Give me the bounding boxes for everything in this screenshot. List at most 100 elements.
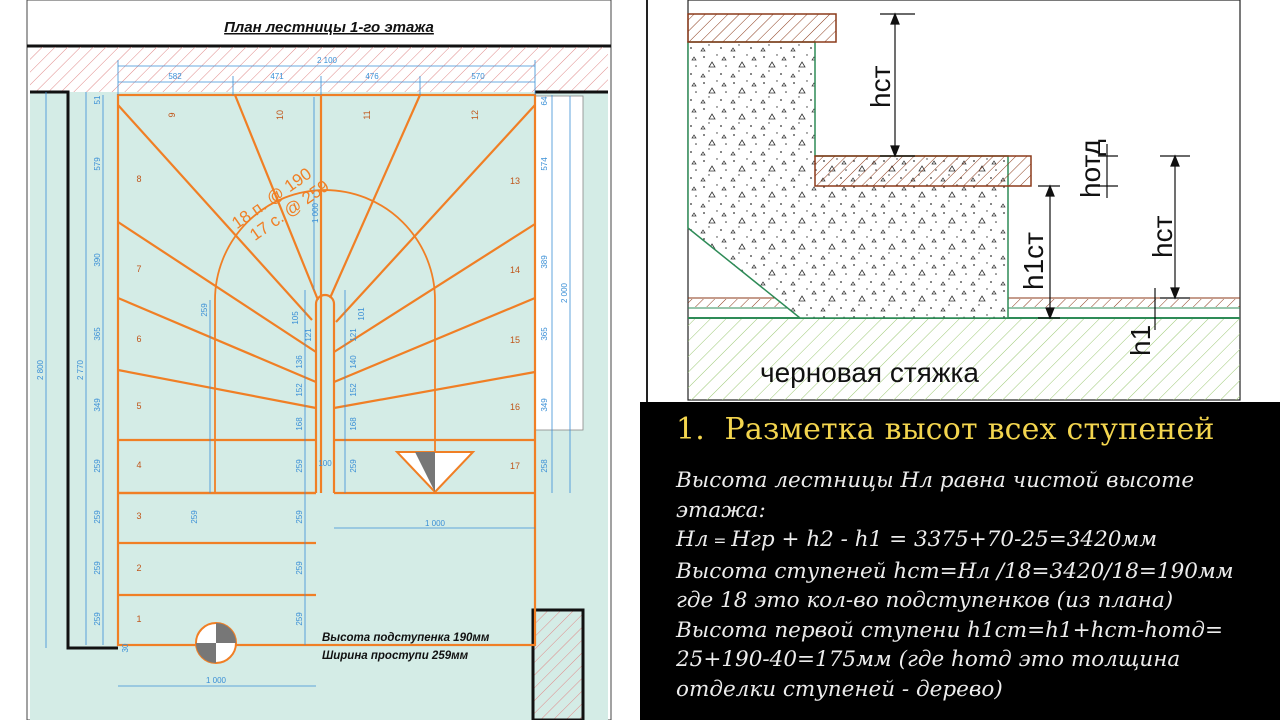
dim-inner-121: 121 bbox=[304, 328, 313, 342]
dim-height-2770: 2 770 bbox=[76, 359, 85, 380]
stair-outline bbox=[116, 93, 537, 647]
dim-inner-152: 152 bbox=[295, 383, 304, 397]
dim-total-width: 2 100 bbox=[317, 56, 338, 65]
notes-line-3c: Нгр bbox=[731, 527, 775, 552]
step-number-15: 15 bbox=[510, 335, 520, 345]
plan-floor-area bbox=[30, 92, 608, 720]
step-number-1: 1 bbox=[136, 614, 141, 624]
dim-left-30: 30 bbox=[121, 643, 130, 652]
plan-landing-white bbox=[534, 95, 584, 431]
notes-line-5: где 18 это кол-во подступенков (из плана… bbox=[676, 588, 1174, 613]
dim-height-2000: 2 000 bbox=[560, 282, 569, 303]
notes-line-3: Нл = Нгр + h2 - h1 = 3375+70-25=3420мм bbox=[676, 525, 1276, 557]
step-section-drawing: hст hотд h1ст hст h1 черновая стяжка bbox=[646, 0, 1241, 402]
stair-plan-drawing: План лестницы 1-го этажа bbox=[26, 0, 612, 720]
step-number-12: 12 bbox=[470, 110, 480, 120]
dim-bottom-len: 1 000 bbox=[206, 676, 227, 685]
dim-top-471: 471 bbox=[270, 72, 284, 81]
start-marker-icon bbox=[195, 622, 237, 664]
dim-inner-right-121: 121 bbox=[349, 328, 358, 342]
dim-left-259-d: 259 bbox=[93, 612, 102, 626]
section-frame bbox=[646, 0, 648, 402]
step-number-3: 3 bbox=[136, 511, 141, 521]
plan-title: План лестницы 1-го этажа bbox=[224, 19, 434, 36]
dim-inner-left-259-e: 259 bbox=[190, 510, 199, 524]
step-number-9: 9 bbox=[167, 112, 177, 117]
dim-inner-left-259-a: 259 bbox=[295, 459, 304, 473]
dim-left-259-b: 259 bbox=[93, 510, 102, 524]
notes-line-3d: + h2 - h1 = 3375+70-25=3420мм bbox=[774, 527, 1158, 552]
section-dimensions bbox=[880, 12, 1190, 330]
dim-left-365: 365 bbox=[93, 327, 102, 341]
dim-right-389: 389 bbox=[540, 255, 549, 269]
dim-left-259-a: 259 bbox=[93, 459, 102, 473]
notes-line-8: отделки ступеней - дерево) bbox=[676, 676, 1003, 702]
dim-inner-right-152: 152 bbox=[349, 383, 358, 397]
notes-title-number: 1. bbox=[676, 412, 706, 447]
step-number-17: 17 bbox=[510, 461, 520, 471]
dim-inner-left-259-d: 259 bbox=[295, 612, 304, 626]
dim-inner-right-101: 101 bbox=[357, 307, 366, 321]
label-h-st-top: hст bbox=[865, 65, 896, 108]
dim-left-390: 390 bbox=[93, 253, 102, 267]
dim-inner-left-259-b: 259 bbox=[295, 510, 304, 524]
step-number-6: 6 bbox=[136, 334, 141, 344]
step-number-8: 8 bbox=[136, 174, 141, 184]
dim-right-64: 64 bbox=[540, 96, 549, 105]
dim-top-476: 476 bbox=[365, 72, 379, 81]
notes-line-7: 25+190-40=175мм (где hотд это толщина bbox=[676, 647, 1181, 672]
dim-inner-left-259-c: 259 bbox=[295, 561, 304, 575]
notes-line-1: Высота лестницы Нл равна чистой высоте bbox=[676, 468, 1195, 493]
plan-note-line-2: Ширина проступи 259мм bbox=[322, 650, 469, 662]
plan-wall-hatch-top bbox=[30, 47, 608, 92]
dim-inner-136: 136 bbox=[295, 355, 304, 369]
dim-right-365: 365 bbox=[540, 327, 549, 341]
dim-left-51: 51 bbox=[93, 95, 102, 104]
dim-right-574: 574 bbox=[540, 157, 549, 171]
arrow-triangle-icon bbox=[394, 451, 476, 494]
screed-hatch bbox=[688, 318, 1240, 400]
notes-panel: 1. Разметка высот всех ступеней Высота л… bbox=[640, 402, 1280, 720]
dim-left-579: 579 bbox=[93, 157, 102, 171]
dim-right-258: 258 bbox=[540, 459, 549, 473]
dim-inner-arc-259: 259 bbox=[200, 303, 209, 317]
label-h-otd: hотд bbox=[1075, 139, 1106, 198]
step-number-11: 11 bbox=[362, 110, 372, 119]
step-number-14: 14 bbox=[510, 265, 520, 275]
dim-right-349: 349 bbox=[540, 398, 549, 412]
dim-inner-right-168: 168 bbox=[349, 417, 358, 431]
notes-title-text: Разметка высот всех ступеней bbox=[724, 412, 1215, 447]
plan-wall-outline bbox=[30, 90, 118, 650]
step-number-5: 5 bbox=[136, 401, 141, 411]
step-number-16: 16 bbox=[510, 402, 520, 412]
plan-column-bottom-right bbox=[531, 608, 585, 720]
label-h-st-right: hст bbox=[1147, 215, 1178, 258]
plan-note-line-1: Высота подступенка 190мм bbox=[322, 632, 490, 644]
dim-top-570: 570 bbox=[471, 72, 485, 81]
step-number-4: 4 bbox=[136, 460, 141, 470]
top-tread-wood bbox=[687, 13, 837, 43]
step-number-2: 2 bbox=[136, 563, 141, 573]
mid-tread-wood bbox=[814, 155, 1032, 187]
notes-line-6: Высота первой ступени h1ст=h1+hст-hотд= bbox=[676, 617, 1223, 643]
dim-inner-right-140: 140 bbox=[349, 355, 358, 369]
label-h1: h1 bbox=[1125, 325, 1156, 356]
dimension-lines bbox=[45, 60, 571, 687]
notes-line-4: Высота ступеней hст=Нл /18=3420/18=190мм bbox=[676, 558, 1234, 584]
dim-left-259-c: 259 bbox=[93, 561, 102, 575]
notes-line-2: этажа: bbox=[676, 497, 766, 523]
step-number-7: 7 bbox=[136, 264, 141, 274]
dim-top-582: 582 bbox=[168, 72, 182, 81]
dim-inner-105: 105 bbox=[291, 311, 300, 325]
notes-line-3a: Нл bbox=[676, 527, 709, 552]
step-number-10: 10 bbox=[275, 110, 285, 120]
label-h1-st: h1ст bbox=[1018, 232, 1049, 290]
screed-label: черновая стяжка bbox=[760, 357, 979, 388]
dim-inner-1000-vert: 1 000 bbox=[311, 202, 320, 223]
notes-body: Высота лестницы Нл равна чистой высоте э… bbox=[676, 466, 1276, 704]
dim-left-349: 349 bbox=[93, 398, 102, 412]
dim-height-2800: 2 800 bbox=[36, 359, 45, 380]
notes-title: 1. Разметка высот всех ступеней bbox=[676, 412, 1215, 447]
step-number-13: 13 bbox=[510, 176, 520, 186]
dim-center-width: 100 bbox=[318, 459, 332, 468]
